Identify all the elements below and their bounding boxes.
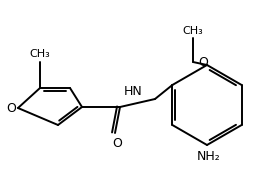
Text: O: O xyxy=(198,55,208,68)
Text: O: O xyxy=(112,137,122,150)
Text: NH₂: NH₂ xyxy=(197,150,221,163)
Text: O: O xyxy=(6,102,16,114)
Text: HN: HN xyxy=(124,85,143,98)
Text: CH₃: CH₃ xyxy=(30,49,50,59)
Text: CH₃: CH₃ xyxy=(183,26,203,36)
